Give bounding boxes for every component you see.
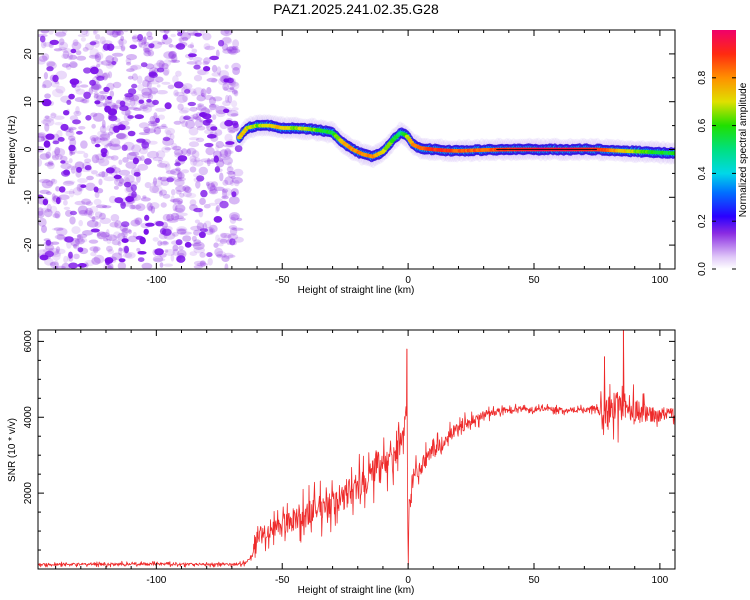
ridge-core bbox=[237, 123, 675, 159]
colorbar-tick-label: 0.6 bbox=[697, 118, 708, 132]
snr-panel: -100 -50 0 50 100 2000 4000 6000 Height of str… bbox=[7, 329, 676, 596]
spectrogram-plot-area bbox=[38, 30, 675, 269]
snr-y-ticks: 2000 4000 6000 bbox=[23, 330, 675, 570]
snr-y-tick-label: 6000 bbox=[23, 330, 34, 353]
snr-frame bbox=[37, 329, 676, 570]
snr-x-tick-label: 50 bbox=[528, 575, 540, 586]
noise-speckle-region bbox=[38, 30, 244, 269]
spectrogram-y-tick-label: -10 bbox=[23, 190, 34, 205]
snr-x-tick-label: 0 bbox=[405, 575, 411, 586]
snr-plot-area bbox=[38, 330, 675, 568]
snr-y-tick-label: 2000 bbox=[23, 482, 34, 505]
snr-x-tick-label: -50 bbox=[275, 575, 290, 586]
spectrogram-x-tick-label: 100 bbox=[652, 275, 669, 286]
spectrogram-x-tick-label: 50 bbox=[528, 275, 540, 286]
snr-y-tick-label: 4000 bbox=[23, 406, 34, 429]
snr-series-line bbox=[38, 330, 675, 568]
snr-x-ticks: -100 -50 0 50 100 bbox=[55, 330, 669, 586]
spectrogram-y-tick-label: 20 bbox=[23, 48, 34, 60]
colorbar-tick-label: 0.2 bbox=[697, 214, 708, 228]
spectrogram-y-axis-label: Frequency (Hz) bbox=[7, 116, 18, 185]
spectrogram-y-tick-label: 0 bbox=[23, 146, 34, 152]
snr-x-axis-label: Height of straight line (km) bbox=[298, 585, 415, 596]
colorbar-tick-label: 0.8 bbox=[697, 70, 708, 84]
spectrogram-y-ticks: -20 -10 0 10 20 bbox=[23, 29, 675, 270]
colorbar-label: Normalized spectral amplitude bbox=[738, 82, 749, 217]
spectrogram-y-tick-label: -20 bbox=[23, 237, 34, 252]
spectrogram-x-axis-label: Height of straight line (km) bbox=[298, 285, 415, 296]
snr-x-tick-label: 100 bbox=[652, 575, 669, 586]
colorbar-ticks: 0.0 0.2 0.4 0.6 0.8 bbox=[697, 70, 736, 276]
spectrogram-x-tick-label: -100 bbox=[146, 275, 166, 286]
spectrogram-x-tick-label: -50 bbox=[275, 275, 290, 286]
spectrogram-y-tick-label: 10 bbox=[23, 96, 34, 108]
snr-y-axis-label: SNR (10 * v/v) bbox=[7, 418, 18, 482]
spectrogram-x-tick-label: 0 bbox=[405, 275, 411, 286]
colorbar-tick-label: 0.0 bbox=[697, 262, 708, 276]
colorbar: 0.0 0.2 0.4 0.6 0.8 Normalized spectral ampl… bbox=[697, 30, 749, 276]
ridge-halo bbox=[235, 114, 675, 169]
colorbar-gradient bbox=[712, 30, 736, 269]
chart-title: PAZ1.2025.241.02.35.G28 bbox=[273, 1, 439, 17]
spectrogram-x-ticks: -100 -50 0 50 100 bbox=[55, 30, 669, 286]
snr-x-tick-label: -100 bbox=[146, 575, 166, 586]
colorbar-tick-label: 0.4 bbox=[697, 166, 708, 180]
